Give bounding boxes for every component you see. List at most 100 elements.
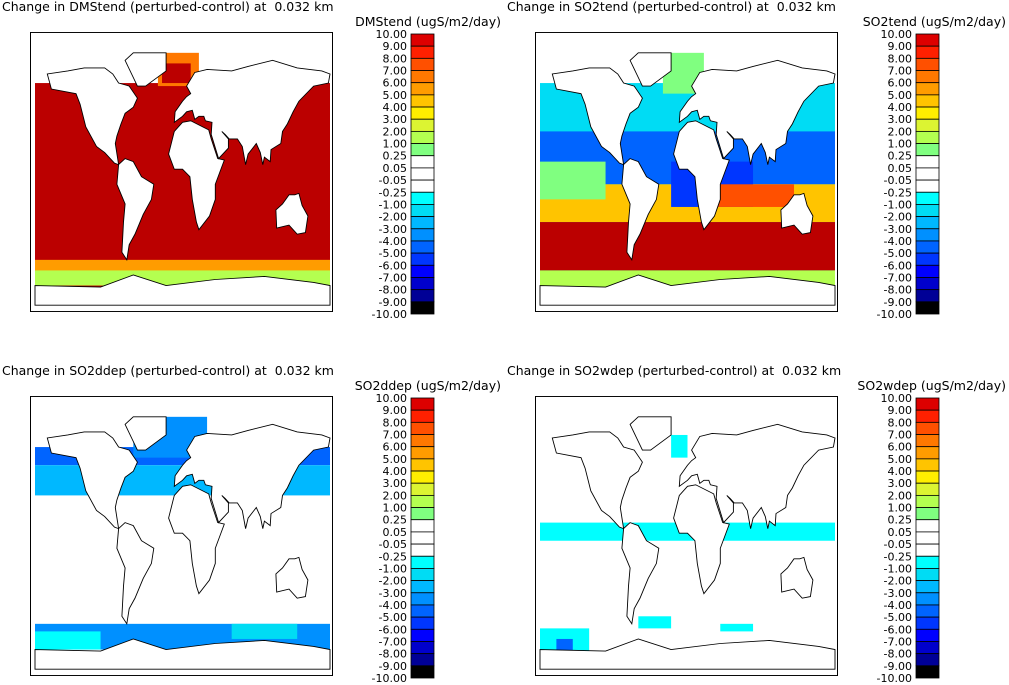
colorbar-segment [915,57,940,71]
colorbar-segment [410,653,435,667]
colorbar-tick-label: -4.00 [884,599,912,612]
colorbar-tick-label: -9.00 [884,296,912,309]
colorbar-tick-label: -3.00 [884,587,912,600]
colorbar-tick-label: 3.00 [383,477,408,490]
colorbar-segment [410,628,435,642]
coastline-africa [673,484,730,595]
colorbar-segment [915,409,940,423]
colorbar-title: DMStend (ugS/m2/day) [355,14,501,29]
colorbar-tick-label: -7.00 [379,271,407,284]
data-field-region [720,623,754,632]
map-dmstend [30,32,333,312]
colorbar-tick-label: 5.00 [383,453,408,466]
plot-title: Change in DMStend (perturbed-control) at… [2,0,334,14]
colorbar-tick-label: 6.00 [888,441,913,454]
colorbar-tick-label: -6.00 [884,623,912,636]
colorbar-segment [915,434,940,448]
colorbar-tick-label: -5.00 [884,611,912,624]
colorbar-tick-label: -0.05 [379,538,407,551]
coastline-greenland [124,52,167,87]
colorbar-segment [410,543,435,557]
colorbar-segment [410,179,435,193]
colorbar-segment [410,216,435,230]
colorbar-tick-label: 5.00 [888,89,913,102]
colorbar-segment [410,45,435,59]
colorbar-tick-label: -1.00 [884,198,912,211]
coastline-south-america [116,158,155,262]
colorbar-segment [410,143,435,157]
plot-title: Change in SO2tend (perturbed-control) at… [507,0,836,14]
colorbar-tick-label: -0.05 [884,538,912,551]
colorbar-segment [915,204,940,218]
colorbar-segment [410,118,435,132]
colorbar-tick-label: 1.00 [383,502,408,515]
colorbar-segment [410,167,435,181]
coastline-australia [780,192,814,235]
colorbar-segment [915,155,940,169]
colorbar-segment [915,252,940,266]
coastline-south-america [621,158,660,262]
plot-title: Change in SO2ddep (perturbed-control) at… [2,363,334,378]
colorbar-title: SO2wdep (ugS/m2/day) [857,378,1006,393]
colorbar-segment [915,616,940,630]
colorbar-tick-label: 2.00 [888,489,913,502]
colorbar-tick-label: 5.00 [383,89,408,102]
colorbar-tick-label: 2.00 [383,125,408,138]
data-field-region [540,161,606,200]
colorbar-tick-label: 8.00 [888,52,913,65]
colorbar-segment [915,240,940,254]
coastline-north-america [551,67,643,166]
colorbar-segment [915,628,940,642]
colorbar-segment [915,507,940,521]
colorbar-segment [410,519,435,533]
colorbar-segment [410,130,435,144]
coastline-eurasia [678,59,836,165]
colorbar-segment [915,191,940,205]
colorbar-tick-label: -1.00 [379,198,407,211]
colorbar-tick-label: 9.00 [888,404,913,417]
colorbar-tick-label: 0.25 [383,514,408,527]
colorbar-tick-label: -4.00 [379,235,407,248]
panel-dmstend: Change in DMStend (perturbed-control) at… [0,0,505,318]
colorbar-segment [915,458,940,472]
colorbar-tick-label: 0.25 [888,150,913,163]
colorbar-segment [915,289,940,303]
colorbar-segment [915,482,940,496]
colorbar-tick-label: -0.25 [884,186,912,199]
colorbar-tick-label: 5.00 [888,453,913,466]
colorbar-tick-label: -0.25 [379,186,407,199]
colorbar-tick-label: -2.00 [884,211,912,224]
colorbar-segment [410,33,435,47]
colorbar-segment [915,604,940,618]
panel-so2wdep: Change in SO2wdep (perturbed-control) at… [505,363,1009,682]
colorbar-segment [410,94,435,108]
colorbar-tick-label: 4.00 [888,101,913,114]
colorbar-tick-label: 0.25 [888,514,913,527]
coastline-eurasia [173,423,331,529]
colorbar-tick-label: -9.00 [379,660,407,673]
colorbar-segment [410,482,435,496]
colorbar-segment [410,568,435,582]
colorbar-tick-label: 10.00 [376,394,408,405]
colorbar-segment [915,592,940,606]
coastline-north-america [46,67,138,166]
colorbar-segment [410,604,435,618]
colorbar-tick-label: 7.00 [383,429,408,442]
colorbar-segment [410,264,435,278]
colorbar-title: SO2tend (ugS/m2/day) [862,14,1006,29]
colorbar-segment [915,543,940,557]
colorbar-tick-label: 4.00 [383,465,408,478]
colorbar-tick-label: 10.00 [376,30,408,41]
coastline-south-america [116,522,155,626]
colorbar-tick-label: -10.00 [877,672,912,682]
colorbar-segment [410,616,435,630]
colorbar-tick-label: -6.00 [884,259,912,272]
colorbar-segment [410,665,435,679]
colorbar-segment [410,641,435,655]
colorbar-segment [915,94,940,108]
colorbar-segment [915,446,940,460]
colorbar-tick-label: 6.00 [888,77,913,90]
coastline-africa [168,120,225,231]
coastline-south-america [621,522,660,626]
colorbar-tick-label: -10.00 [372,672,407,682]
